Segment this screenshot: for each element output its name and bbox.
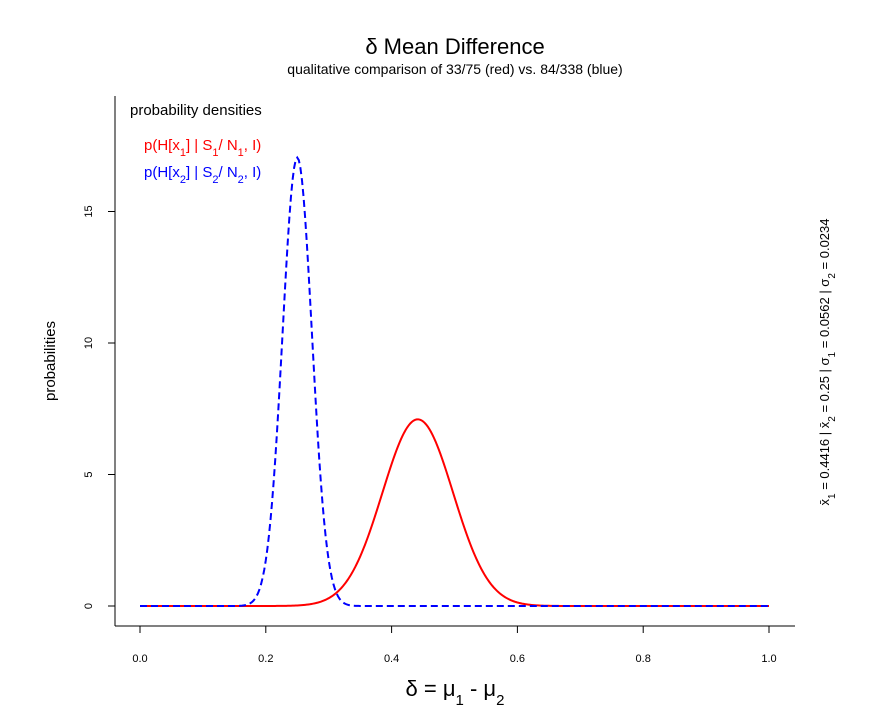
y-axis-ticks: 0 5 10 15 [83,205,115,609]
series-red-curve [140,418,769,607]
series-blue-curve [140,155,769,607]
x-axis-ticks: 0.0 0.2 0.4 0.6 0.8 1.0 [132,626,777,665]
series-curves [140,155,769,607]
y-tick-label: 10 [83,337,95,349]
legend-entry-blue: p(H[x2] | S2/ N2, I) [144,164,261,186]
legend-title: probability densities [130,102,262,119]
y-axis-label: probabilities [42,321,59,401]
x-tick-label: 0.6 [510,653,525,665]
x-tick-label: 0.2 [258,653,273,665]
x-tick-label: 0.4 [384,653,399,665]
x-tick-label: 0.8 [636,653,651,665]
x-axis-label: δ = μ1 - μ2 [406,676,505,709]
y-tick-label: 5 [83,471,95,477]
chart-subtitle: qualitative comparison of 33/75 (red) vs… [287,61,622,77]
y-tick-label: 0 [83,603,95,609]
x-tick-label: 1.0 [761,653,776,665]
stats-side-note: x̄1 = 0.4416 | x̄2 = 0.25 | σ1 = 0.0562 … [817,219,838,506]
legend-entry-red: p(H[x1] | S1/ N1, I) [144,137,261,159]
y-tick-label: 15 [83,205,95,217]
x-tick-label: 0.0 [132,653,147,665]
chart-title: δ Mean Difference [365,34,544,59]
